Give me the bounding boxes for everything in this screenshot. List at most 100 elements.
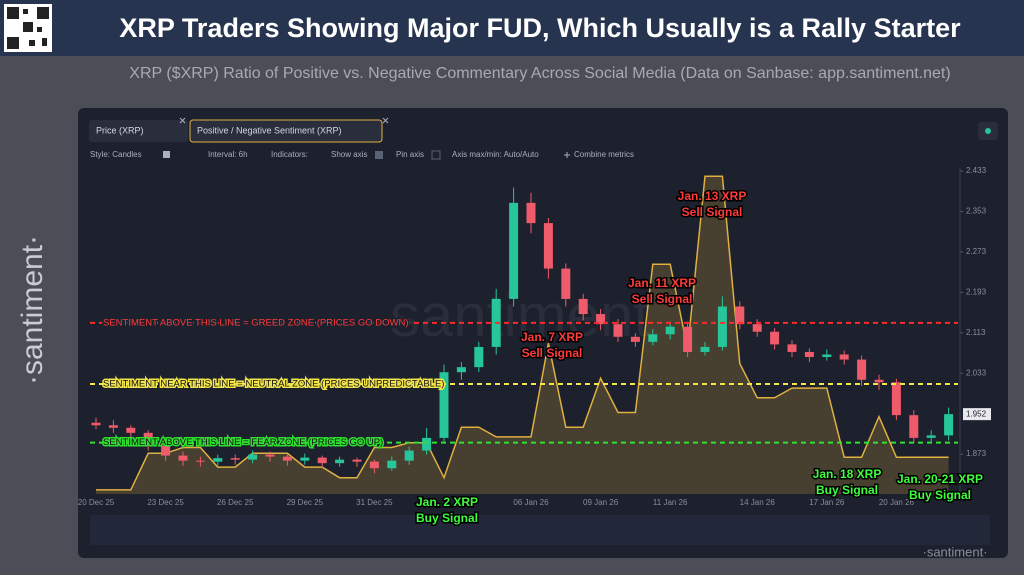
- checkbox[interactable]: [375, 151, 383, 159]
- plot: 2.433 2.353 2.273 2.193 2.113 2.033 1.873 20 De…: [78, 166, 991, 507]
- candle-body: [752, 324, 762, 332]
- color-swatch[interactable]: [163, 151, 170, 158]
- toolbar-style[interactable]: Style: Candles: [90, 150, 142, 159]
- candle-body: [648, 334, 658, 342]
- candle-body: [926, 435, 936, 438]
- annotation-line: Jan. 18 XRP: [813, 467, 882, 481]
- toolbar-show-axis[interactable]: Show axis: [331, 150, 367, 159]
- annotation-line: Jan. 2 XRP: [416, 495, 478, 509]
- candle-body: [909, 415, 919, 438]
- candle-body: [683, 326, 693, 352]
- sentiment-area: [96, 176, 949, 494]
- y-tick-label: 1.873: [966, 449, 987, 458]
- candle-body: [300, 457, 310, 461]
- candle-body: [108, 425, 118, 428]
- zone-label: SENTIMENT ABOVE THIS LINE = GREED ZONE (…: [103, 317, 409, 328]
- candle-body: [230, 458, 240, 460]
- x-tick-label: 23 Dec 25: [147, 498, 184, 507]
- candle-body: [613, 324, 623, 337]
- candle-body: [404, 450, 414, 461]
- qr-code: [4, 4, 52, 52]
- annotation: Jan. 13 XRP Sell Signal: [678, 189, 747, 219]
- candle-body: [804, 351, 814, 358]
- candle-body: [944, 414, 954, 436]
- candle-body: [282, 456, 292, 461]
- annotations: Jan. 2 XRP Buy Signal Jan. 7 XRP Sell Sign…: [414, 188, 984, 527]
- last-price-box: [963, 408, 991, 421]
- candle-body: [891, 382, 901, 416]
- candle-body: [213, 458, 223, 462]
- toolbar-axis-range[interactable]: Axis max/min: Auto/Auto: [452, 150, 539, 159]
- y-tick-label: 2.113: [966, 328, 986, 337]
- candle-body: [126, 427, 136, 433]
- annotation-line: Sell Signal: [682, 205, 743, 219]
- zone-label: SENTIMENT NEAR THIS LINE = NEUTRAL ZONE …: [103, 378, 444, 389]
- checkbox[interactable]: [431, 150, 441, 160]
- x-tick-label: 06 Jan 26: [513, 498, 549, 507]
- candle-body: [630, 336, 640, 342]
- candle-body: [526, 202, 536, 224]
- y-tick-label: 2.273: [966, 247, 987, 256]
- x-tick-label: 17 Jan 26: [809, 498, 845, 507]
- y-tick-label: 2.433: [966, 166, 987, 175]
- annotation-line: Sell Signal: [632, 292, 693, 306]
- annotation: Jan. 18 XRP Buy Signal: [813, 467, 882, 497]
- annotation: Jan. 2 XRP Buy Signal: [416, 495, 478, 525]
- legend-label: Price (XRP): [96, 125, 144, 135]
- candle-body: [317, 457, 327, 464]
- annotation-line: Jan. 7 XRP: [521, 330, 583, 344]
- navigator[interactable]: [90, 515, 990, 545]
- candle-body: [439, 372, 449, 438]
- toolbar-combine[interactable]: Combine metrics: [574, 150, 634, 159]
- candle-body: [248, 454, 258, 460]
- candle-body: [561, 268, 571, 299]
- x-tick-label: 14 Jan 26: [740, 498, 776, 507]
- y-tick-label: 2.033: [966, 368, 987, 377]
- toolbar-indicators[interactable]: Indicators:: [271, 150, 308, 159]
- candle-body: [161, 445, 171, 456]
- x-tick-label: 20 Jan 26: [879, 498, 915, 507]
- title: XRP Traders Showing Major FUD, Which Usu…: [119, 13, 961, 43]
- annotation: Jan. 11 XRP Sell Signal: [628, 276, 696, 306]
- annotation-line: Jan. 20-21 XRP: [897, 472, 983, 486]
- candle-body: [874, 379, 884, 383]
- candle-body: [839, 354, 849, 360]
- candle-body: [700, 346, 710, 352]
- annotation: Jan. 7 XRP Sell Signal: [521, 330, 583, 360]
- toolbar-interval[interactable]: Interval: 6h: [208, 150, 248, 159]
- sentiment-line: [96, 175, 949, 491]
- legend-label: Positive / Negative Sentiment (XRP): [197, 125, 342, 135]
- candle-body: [143, 432, 153, 446]
- last-price-label: 1.952: [966, 409, 987, 418]
- candle-body: [387, 460, 397, 469]
- candle-body: [543, 223, 553, 269]
- legend-chip[interactable]: [189, 119, 383, 143]
- candle-body: [596, 314, 606, 325]
- candle-body: [474, 346, 484, 368]
- annotation-line: Buy Signal: [909, 488, 971, 502]
- toolbar-pin-axis[interactable]: Pin axis: [396, 150, 424, 159]
- candle-body: [770, 331, 780, 345]
- candle-body: [665, 326, 675, 335]
- candle-body: [578, 298, 588, 315]
- candle-body: [857, 359, 867, 380]
- candle-body: [422, 437, 432, 451]
- y-tick-label: 2.353: [966, 207, 987, 216]
- candle-body: [335, 459, 345, 464]
- y-tick-label: 2.193: [966, 287, 987, 296]
- legend-chip[interactable]: [89, 120, 188, 142]
- close-icons[interactable]: [179, 117, 570, 158]
- candle-body: [787, 344, 797, 352]
- candle-body: [178, 455, 188, 461]
- annotation-line: Sell Signal: [522, 346, 583, 360]
- annotation-line: Buy Signal: [416, 511, 478, 525]
- header-bar: [0, 0, 1024, 56]
- annotation-line: Buy Signal: [816, 483, 878, 497]
- candle-body: [717, 306, 727, 347]
- x-tick-label: 09 Jan 26: [583, 498, 619, 507]
- chart-panel: [78, 108, 1008, 558]
- x-tick-label: 31 Dec 25: [356, 498, 393, 507]
- candle-body: [509, 202, 519, 299]
- candle-body: [822, 354, 832, 358]
